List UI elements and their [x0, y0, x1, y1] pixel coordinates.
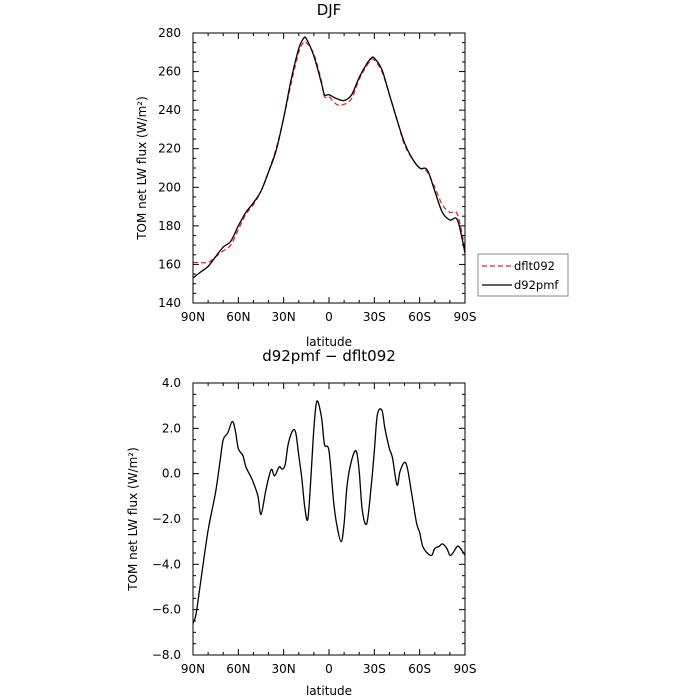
y-tick-label: −6.0: [152, 603, 181, 617]
y-axis-label: TOM net LW flux (W/m²): [126, 447, 140, 592]
y-tick-label: 280: [158, 26, 181, 40]
y-tick-label: 4.0: [162, 376, 181, 390]
y-tick-label: 140: [158, 296, 181, 310]
y-tick-label: −4.0: [152, 557, 181, 571]
legend-box: [477, 253, 569, 297]
y-tick-label: 0.0: [162, 467, 181, 481]
y-tick-label: 220: [158, 142, 181, 156]
legend-label-d92pmf: d92pmf: [514, 278, 559, 292]
tick-layer: 90N 60N 30N 0 30S 60S 90S 140 160 180 200 220 240 260…: [158, 26, 476, 324]
panel-title: d92pmf − dflt092: [262, 347, 396, 365]
legend: dflt092 d92pmf: [477, 253, 569, 297]
x-axis-label: latitude: [306, 684, 352, 698]
x-tick-label: 90S: [454, 662, 477, 676]
x-tick-label: 90N: [181, 310, 205, 324]
y-tick-label: 200: [158, 180, 181, 194]
y-tick-label: −2.0: [152, 512, 181, 526]
series-line-dflt092: [193, 40, 466, 264]
x-tick-label: 60S: [408, 310, 431, 324]
tick-layer: 90N 60N 30N 0 30S 60S 90S −8.0 −6.0 −4.0 −2.0 0.0 2.…: [152, 376, 477, 676]
x-tick-label: 30S: [363, 662, 386, 676]
top-panel: DJF 90N 60N 30N 0 30S 60S 90S 140 160 180 200 220 24…: [135, 1, 569, 349]
x-tick-label: 60N: [226, 310, 250, 324]
panel-title: DJF: [317, 1, 342, 19]
x-tick-label: 90S: [454, 310, 477, 324]
series-line-series-0: [192, 400, 466, 624]
y-tick-label: 2.0: [162, 421, 181, 435]
y-tick-label: −8.0: [152, 648, 181, 662]
y-tick-label: 240: [158, 103, 181, 117]
x-tick-label: 30N: [272, 310, 296, 324]
x-tick-label: 60N: [226, 662, 250, 676]
x-tick-label: 0: [325, 310, 333, 324]
y-tick-label: 160: [158, 257, 181, 271]
x-tick-label: 30S: [363, 310, 386, 324]
bottom-panel: d92pmf − dflt092 90N 60N 30N 0 30S 60S 90S −8.0…: [126, 347, 476, 698]
x-tick-label: 60S: [408, 662, 431, 676]
series-layer: [192, 36, 466, 279]
y-tick-label: 260: [158, 65, 181, 79]
y-tick-label: 180: [158, 219, 181, 233]
series-line-d92pmf: [192, 36, 466, 279]
legend-label-dflt092: dflt092: [514, 259, 555, 273]
y-axis-label: TOM net LW flux (W/m²): [135, 96, 149, 241]
x-tick-label: 90N: [181, 662, 205, 676]
x-tick-label: 0: [325, 662, 333, 676]
x-tick-label: 30N: [272, 662, 296, 676]
x-axis-label: latitude: [306, 335, 352, 349]
series-layer: [192, 400, 466, 624]
